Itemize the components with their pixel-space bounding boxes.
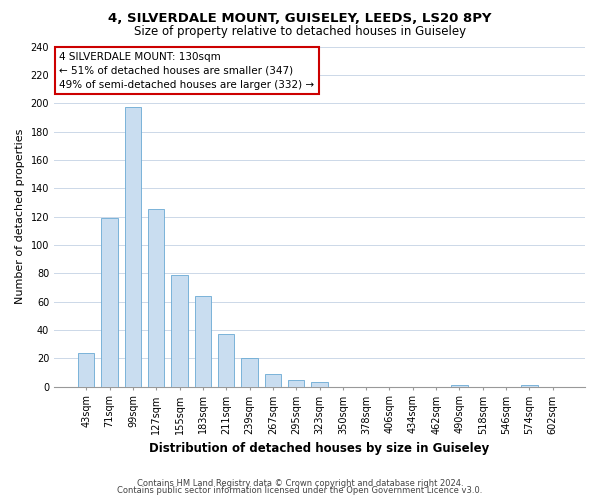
Bar [451,385,467,386]
Text: 4, SILVERDALE MOUNT, GUISELEY, LEEDS, LS20 8PY: 4, SILVERDALE MOUNT, GUISELEY, LEEDS, LS… [108,12,492,26]
Text: Contains public sector information licensed under the Open Government Licence v3: Contains public sector information licen… [118,486,482,495]
Bar [172,274,188,386]
Y-axis label: Number of detached properties: Number of detached properties [15,129,25,304]
X-axis label: Distribution of detached houses by size in Guiseley: Distribution of detached houses by size … [149,442,490,455]
Bar [265,374,281,386]
Text: Size of property relative to detached houses in Guiseley: Size of property relative to detached ho… [134,25,466,38]
Bar [241,358,258,386]
Text: 4 SILVERDALE MOUNT: 130sqm
← 51% of detached houses are smaller (347)
49% of sem: 4 SILVERDALE MOUNT: 130sqm ← 51% of deta… [59,52,314,90]
Bar [521,385,538,386]
Bar [218,334,235,386]
Text: Contains HM Land Registry data © Crown copyright and database right 2024.: Contains HM Land Registry data © Crown c… [137,478,463,488]
Bar [288,380,304,386]
Bar [125,108,141,386]
Bar [195,296,211,386]
Bar [101,218,118,386]
Bar [148,210,164,386]
Bar [311,382,328,386]
Bar [78,352,94,386]
